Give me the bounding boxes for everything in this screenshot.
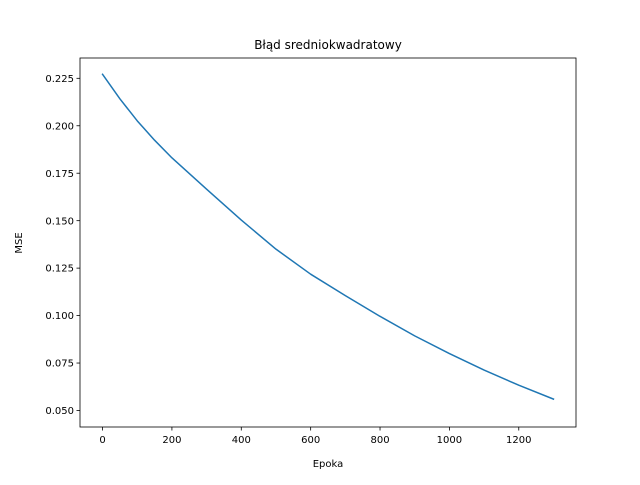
y-axis-label: MSE — [14, 232, 25, 253]
y-tick-label: 0.225 — [45, 74, 74, 85]
y-tick-label: 0.075 — [45, 359, 74, 370]
y-tick-label: 0.150 — [45, 216, 74, 227]
x-tick-label: 200 — [162, 435, 181, 446]
x-axis-label: Epoka — [313, 459, 344, 470]
plot-frame — [79, 57, 577, 428]
x-tick-label: 400 — [232, 435, 251, 446]
series-line-0 — [101, 73, 555, 401]
y-tick-label: 0.100 — [45, 311, 74, 322]
x-tick-label: 1200 — [506, 435, 531, 446]
y-tick-label: 0.050 — [45, 406, 74, 417]
y-tick-label: 0.200 — [45, 121, 74, 132]
x-tick-label: 600 — [301, 435, 320, 446]
x-tick-label: 1000 — [437, 435, 462, 446]
x-tick-label: 800 — [370, 435, 389, 446]
chart-title: Błąd sredniokwadratowy — [254, 38, 402, 52]
y-tick-label: 0.175 — [45, 169, 74, 180]
y-tick-label: 0.125 — [45, 264, 74, 275]
x-tick-label: 0 — [99, 435, 105, 446]
